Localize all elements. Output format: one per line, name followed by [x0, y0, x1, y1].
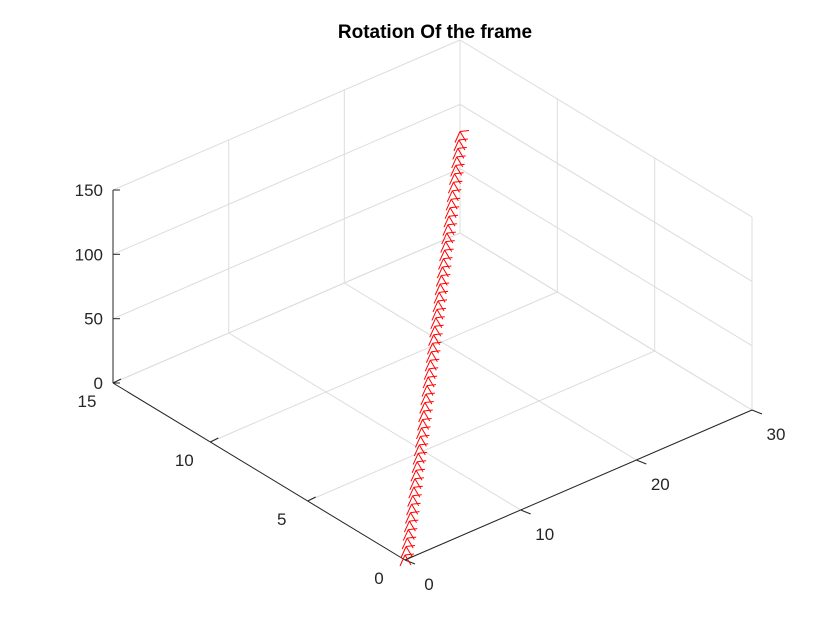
frame-marker	[420, 392, 435, 406]
frame-marker	[403, 519, 419, 533]
frame-marker	[447, 180, 463, 194]
frame-marker	[428, 333, 443, 347]
frame-marker	[435, 274, 451, 287]
x-tick-mark	[636, 459, 647, 465]
x-tick-label: 30	[767, 425, 786, 444]
frame-marker	[400, 545, 416, 558]
frame-marker	[411, 460, 427, 474]
frame-marker	[405, 511, 420, 524]
frame-marker	[402, 528, 418, 541]
x-tick-label: 10	[535, 525, 554, 544]
frame-marker	[449, 172, 464, 186]
frame-marker	[443, 214, 459, 228]
z-tick-label: 0	[94, 374, 103, 393]
y-tick-label: 15	[78, 392, 97, 411]
z-tick-label: 50	[84, 310, 103, 329]
y-tick-label: 10	[175, 451, 194, 470]
frame-marker	[401, 536, 417, 550]
frame-marker	[407, 494, 422, 507]
frame-marker	[440, 240, 455, 253]
y-tick-mark	[210, 437, 219, 443]
frame-marker	[450, 163, 465, 177]
frame-marker	[444, 206, 460, 219]
grid-line	[112, 39, 461, 191]
frame-marker	[419, 401, 434, 414]
frame-marker	[431, 307, 446, 321]
grid-line	[459, 232, 753, 411]
grid-line	[228, 332, 521, 511]
frame-marker	[413, 443, 429, 457]
grid-line	[459, 168, 753, 347]
grid-line	[344, 282, 637, 461]
frame-marker	[425, 350, 441, 363]
frame-marker	[441, 231, 456, 245]
y-axis-line	[112, 382, 406, 561]
frame-marker	[439, 248, 454, 262]
frame-marker	[451, 155, 466, 169]
frame-marker	[433, 290, 449, 304]
frame-marker	[422, 375, 438, 389]
frame-marker	[452, 146, 467, 160]
y-tick-label: 0	[374, 569, 383, 588]
frame-marker	[399, 553, 415, 567]
frame-marker	[408, 485, 423, 499]
frame-marker	[436, 265, 452, 279]
frame-marker	[418, 409, 433, 423]
frame-marker	[417, 418, 432, 431]
y-tick-mark	[112, 378, 122, 384]
frame-marker	[421, 384, 437, 397]
frame-marker	[430, 316, 445, 330]
grid-line	[459, 39, 753, 218]
x-tick-label: 20	[651, 475, 670, 494]
frame-marker	[414, 434, 430, 448]
frame-marker	[424, 358, 440, 372]
grid-line	[307, 350, 655, 502]
grid-line	[459, 103, 753, 282]
x-axis-line	[404, 409, 753, 561]
frame-marker	[454, 130, 470, 143]
grid-line	[112, 168, 461, 320]
x-tick-mark	[404, 559, 416, 565]
frame-marker	[416, 426, 431, 440]
frame-marker	[446, 189, 462, 203]
frame-marker	[410, 468, 426, 482]
x-tick-mark	[520, 509, 531, 515]
frame-marker	[438, 257, 453, 270]
frame-marker	[427, 341, 442, 355]
frame-marker	[412, 451, 428, 465]
frame-marker	[434, 282, 450, 296]
frame-marker	[429, 324, 444, 338]
grid-line	[210, 291, 558, 443]
grid-line	[112, 232, 461, 384]
frame-marker	[442, 223, 457, 236]
frame-marker	[406, 502, 421, 516]
y-tick-label: 5	[277, 510, 286, 529]
z-tick-label: 150	[75, 181, 103, 200]
grid-line	[112, 103, 461, 255]
z-tick-label: 100	[75, 245, 103, 264]
frame-marker	[423, 367, 439, 380]
frame-marker	[432, 299, 448, 313]
y-tick-mark	[307, 496, 316, 502]
x-tick-mark	[751, 409, 763, 415]
frame-marker	[453, 138, 468, 152]
frame-marker	[409, 477, 424, 491]
x-tick-label: 0	[424, 575, 433, 594]
frame-marker	[445, 197, 461, 211]
chart-title: Rotation Of the frame	[338, 22, 532, 43]
